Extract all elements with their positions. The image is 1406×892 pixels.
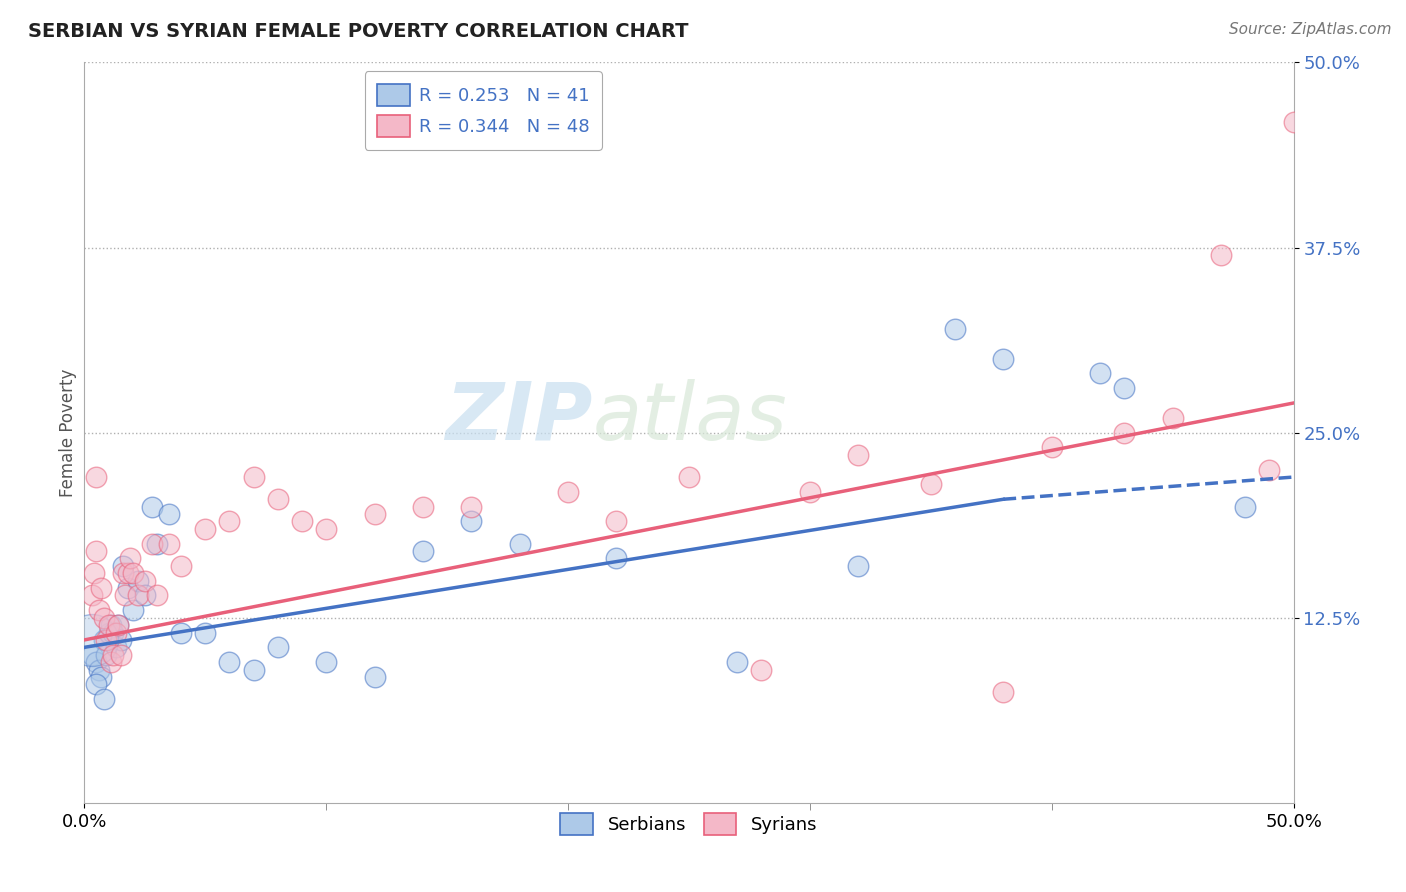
Point xyxy=(110,648,132,662)
Point xyxy=(363,670,385,684)
Point xyxy=(112,558,135,573)
Point xyxy=(134,589,156,603)
Point xyxy=(291,515,314,529)
Point xyxy=(993,351,1015,366)
Point xyxy=(460,500,482,514)
Point xyxy=(94,648,117,662)
Point xyxy=(87,663,110,677)
Point xyxy=(121,566,143,581)
Point xyxy=(117,581,139,595)
Point xyxy=(86,677,108,691)
Point xyxy=(86,470,108,484)
Point xyxy=(170,625,193,640)
Point xyxy=(218,515,240,529)
Point xyxy=(363,507,385,521)
Point xyxy=(1088,367,1111,381)
Point xyxy=(1403,699,1406,714)
Point xyxy=(218,655,240,669)
Point xyxy=(920,477,942,491)
Point xyxy=(943,322,966,336)
Point xyxy=(100,618,122,632)
Point xyxy=(97,625,120,640)
Point xyxy=(1282,114,1305,128)
Point xyxy=(107,618,129,632)
Point xyxy=(993,685,1015,699)
Point xyxy=(725,655,748,669)
Point xyxy=(141,536,163,550)
Point xyxy=(799,484,821,499)
Point xyxy=(97,618,120,632)
Point xyxy=(112,566,135,581)
Point xyxy=(80,632,103,647)
Point xyxy=(100,655,122,669)
Point xyxy=(146,589,169,603)
Point xyxy=(846,448,869,462)
Point xyxy=(678,470,700,484)
Point xyxy=(315,655,337,669)
Point xyxy=(1209,248,1232,262)
Point xyxy=(412,500,434,514)
Point xyxy=(146,536,169,550)
Point xyxy=(267,640,290,655)
Point xyxy=(141,500,163,514)
Point xyxy=(103,625,125,640)
Point xyxy=(1114,381,1136,395)
Point xyxy=(80,589,103,603)
Point xyxy=(80,648,103,662)
Point xyxy=(134,574,156,588)
Point xyxy=(242,470,264,484)
Legend: Serbians, Syrians: Serbians, Syrians xyxy=(550,802,828,846)
Point xyxy=(460,515,482,529)
Point xyxy=(846,558,869,573)
Point xyxy=(127,574,149,588)
Point xyxy=(557,484,579,499)
Point xyxy=(86,544,108,558)
Point xyxy=(114,589,136,603)
Point xyxy=(751,663,773,677)
Point xyxy=(93,610,115,624)
Point xyxy=(86,655,108,669)
Point xyxy=(194,522,217,536)
Point xyxy=(127,589,149,603)
Point xyxy=(1258,462,1281,476)
Point xyxy=(107,618,129,632)
Point xyxy=(509,536,531,550)
Point xyxy=(194,625,217,640)
Text: Source: ZipAtlas.com: Source: ZipAtlas.com xyxy=(1229,22,1392,37)
Point xyxy=(117,566,139,581)
Point xyxy=(605,551,627,566)
Point xyxy=(103,648,125,662)
Y-axis label: Female Poverty: Female Poverty xyxy=(59,368,77,497)
Point xyxy=(104,640,127,655)
Point xyxy=(87,603,110,617)
Point xyxy=(90,581,112,595)
Point xyxy=(110,632,132,647)
Point xyxy=(157,507,180,521)
Point xyxy=(412,544,434,558)
Point xyxy=(1161,410,1184,425)
Point xyxy=(267,492,290,507)
Point xyxy=(1040,441,1063,455)
Point xyxy=(94,632,117,647)
Point xyxy=(1234,500,1257,514)
Point xyxy=(121,603,143,617)
Point xyxy=(315,522,337,536)
Point xyxy=(120,551,142,566)
Point xyxy=(605,515,627,529)
Point xyxy=(90,670,112,684)
Point xyxy=(242,663,264,677)
Text: ZIP: ZIP xyxy=(444,379,592,457)
Point xyxy=(1114,425,1136,440)
Point xyxy=(93,692,115,706)
Point xyxy=(157,536,180,550)
Text: atlas: atlas xyxy=(592,379,787,457)
Text: SERBIAN VS SYRIAN FEMALE POVERTY CORRELATION CHART: SERBIAN VS SYRIAN FEMALE POVERTY CORRELA… xyxy=(28,22,689,41)
Point xyxy=(104,625,127,640)
Point xyxy=(93,632,115,647)
Point xyxy=(170,558,193,573)
Point xyxy=(83,566,105,581)
